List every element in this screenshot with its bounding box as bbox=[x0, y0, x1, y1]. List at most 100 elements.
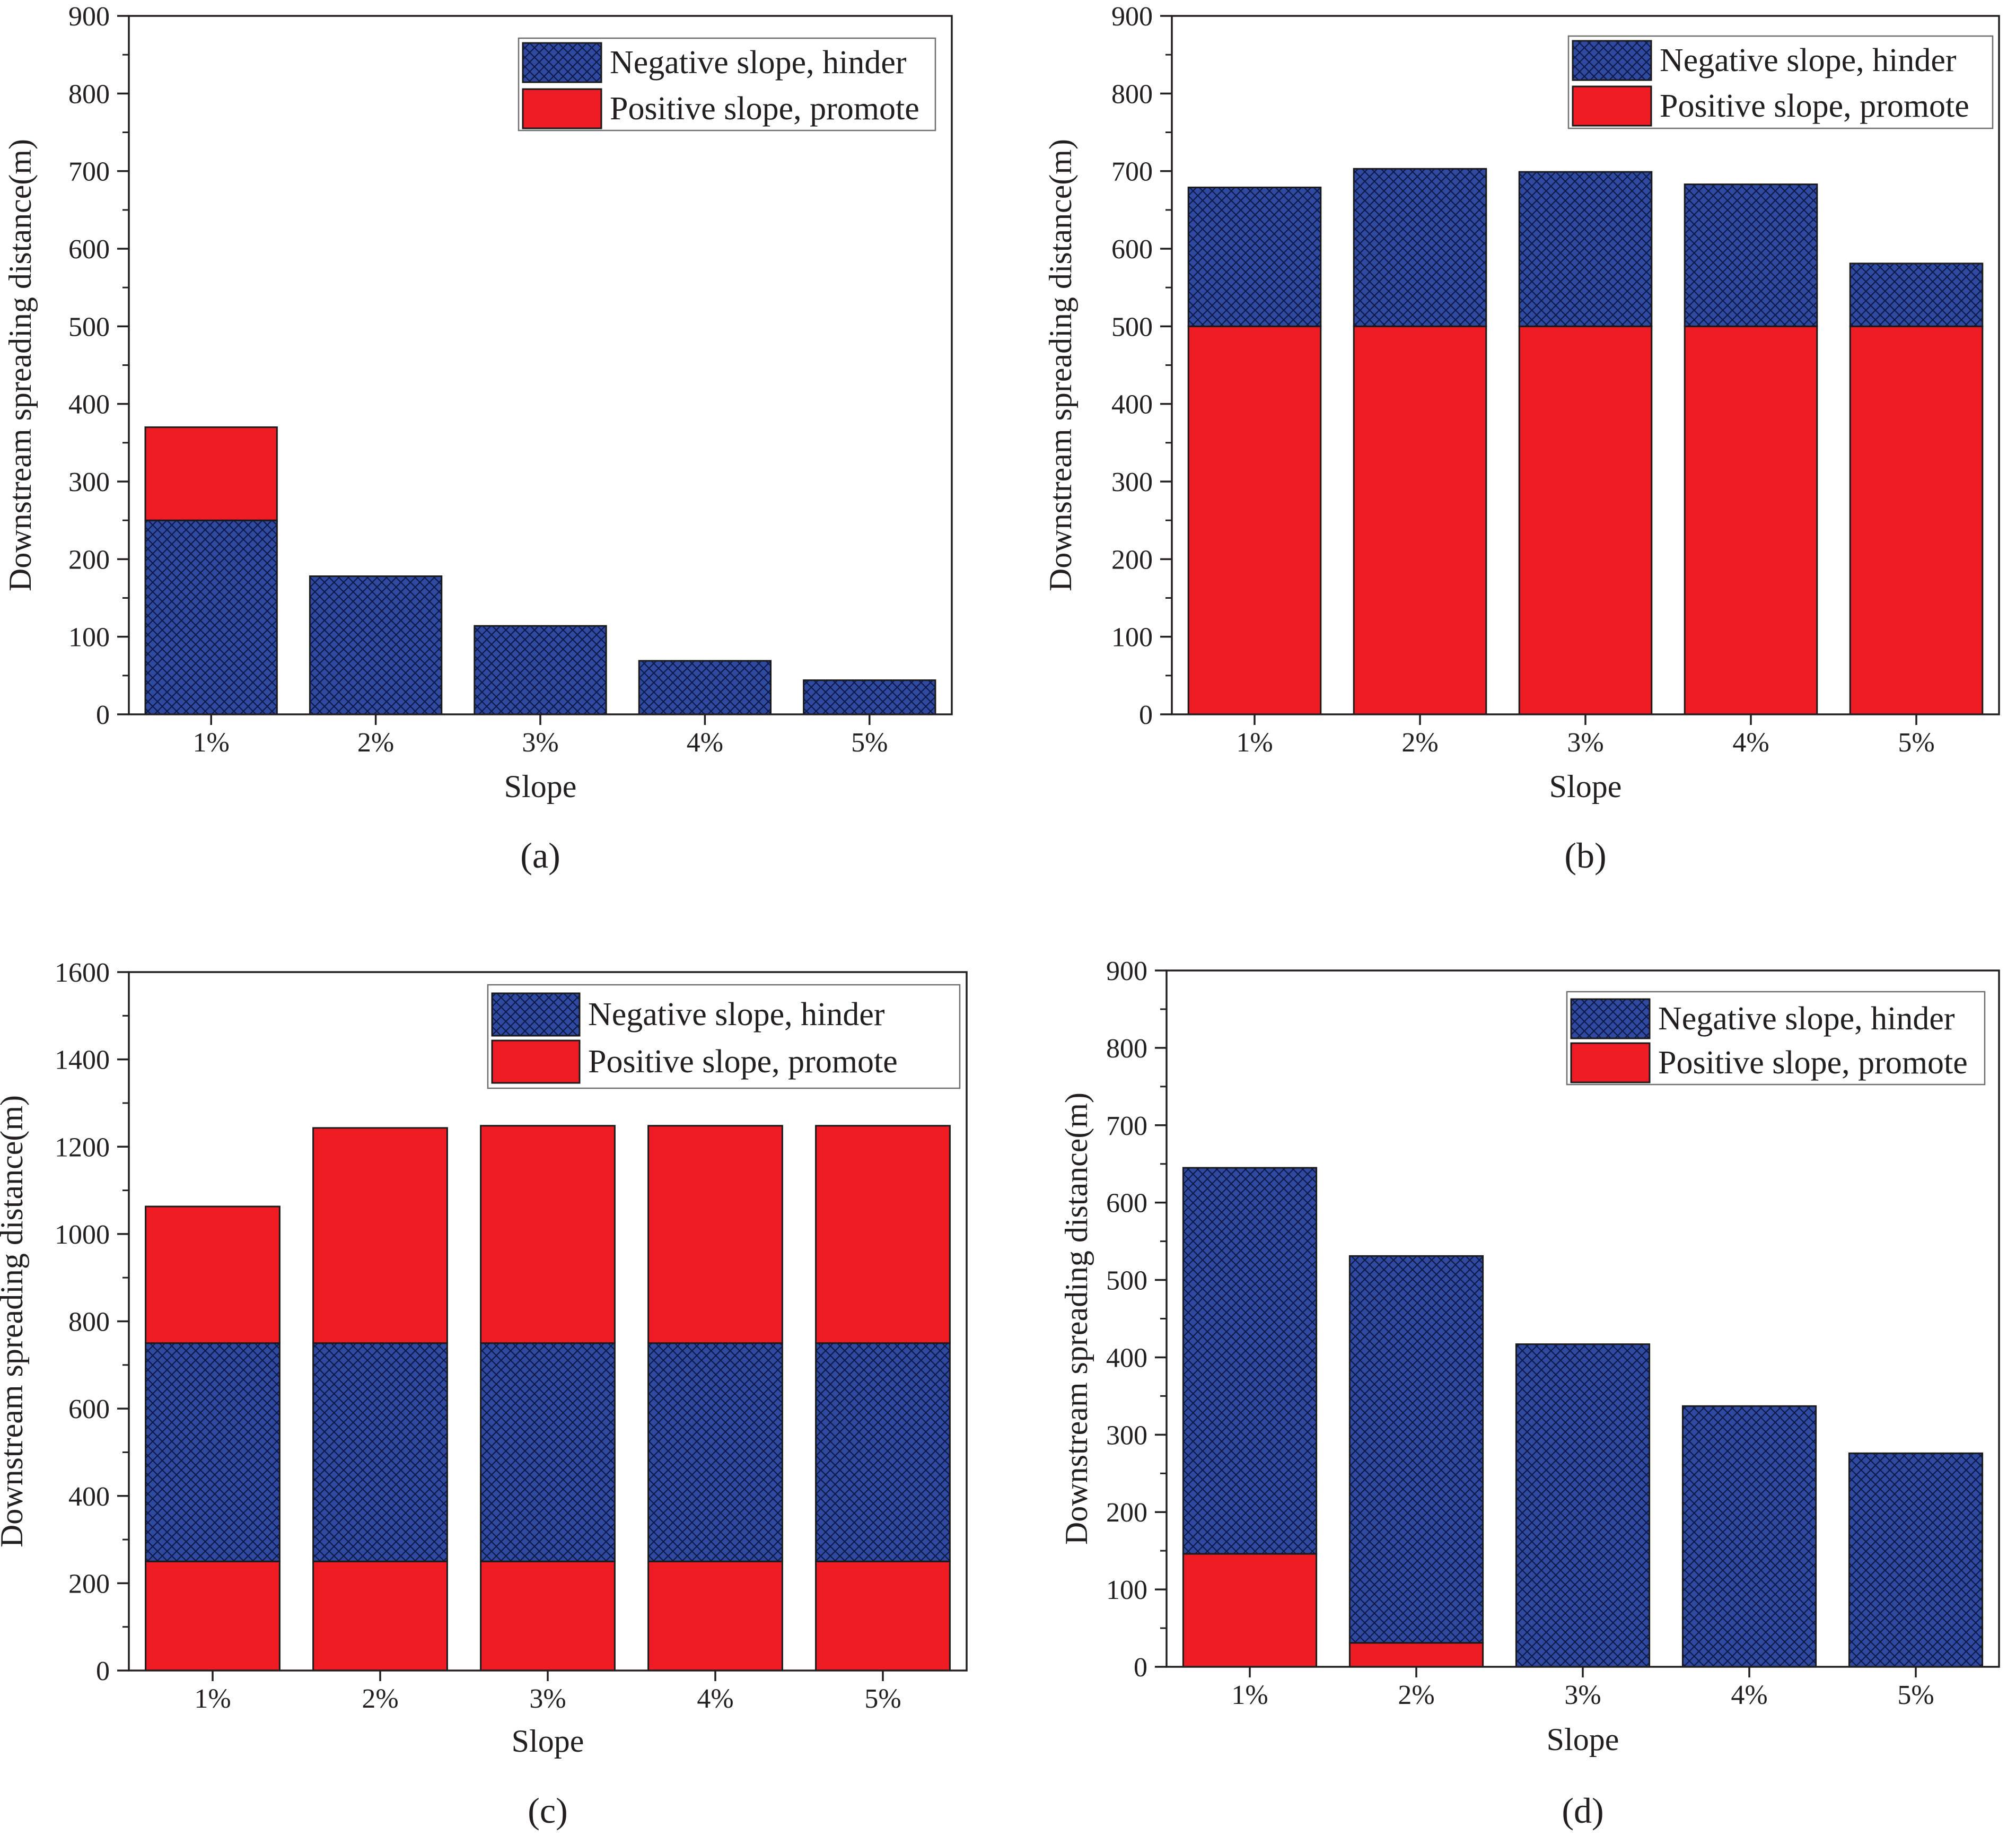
bar-segment-negative bbox=[1681, 1405, 1817, 1668]
bar-segment-positive bbox=[1518, 325, 1653, 715]
y-tick-label: 200 bbox=[68, 545, 110, 575]
x-tick-label: 2% bbox=[1401, 728, 1438, 758]
x-axis-title: Slope bbox=[1549, 769, 1622, 804]
y-tick-label: 800 bbox=[1111, 79, 1153, 109]
bar-segment-negative bbox=[145, 1342, 281, 1562]
y-axis-title: Downstream spreading distance(m) bbox=[1043, 139, 1078, 591]
bar-segment-negative bbox=[1515, 1343, 1651, 1668]
y-tick-label: 400 bbox=[68, 1482, 110, 1512]
bar-segment-negative bbox=[638, 660, 772, 715]
bar-segment-negative bbox=[647, 1342, 783, 1562]
x-tick-label: 5% bbox=[864, 1684, 901, 1714]
y-tick-label: 700 bbox=[1111, 157, 1153, 187]
y-tick-label: 200 bbox=[1111, 545, 1153, 575]
x-tick-label: 5% bbox=[1897, 1680, 1934, 1710]
legend-swatch-positive bbox=[491, 1039, 581, 1084]
panel-label: (d) bbox=[1562, 1790, 1603, 1831]
y-tick-label: 700 bbox=[1106, 1111, 1147, 1141]
legend: Negative slope, hinder Positive slope, pr… bbox=[1566, 991, 1986, 1086]
x-tick-label: 1% bbox=[1236, 728, 1273, 758]
legend-swatch-positive bbox=[1572, 85, 1652, 127]
bar-segment-negative bbox=[1848, 1452, 1984, 1668]
legend-label-positive: Positive slope, promote bbox=[588, 1044, 898, 1080]
bar-segment-negative bbox=[312, 1342, 448, 1562]
y-tick-label: 1400 bbox=[55, 1045, 110, 1075]
y-tick-label: 600 bbox=[1111, 234, 1153, 265]
bar-segment-positive bbox=[815, 1125, 951, 1344]
bar-segment-positive bbox=[145, 1205, 281, 1344]
bar-segment-positive bbox=[145, 1560, 281, 1672]
bar-segment-negative bbox=[1353, 168, 1487, 327]
chart-panel-c: 0 200 400 600 800 1000 1200 1400 1600 1% 2% 3% 4% 5% S… bbox=[0, 958, 968, 1831]
chart-panel-d: 0 100 200 300 400 500 600 700 800 900 1% 2% 3% 4% 5% Sl… bbox=[1059, 956, 2000, 1831]
y-axis-title: Downstream spreading distance(m) bbox=[1059, 1092, 1094, 1545]
x-tick-label: 4% bbox=[1732, 728, 1769, 758]
bar-segment-negative bbox=[1518, 171, 1653, 327]
bar-segment-negative bbox=[1684, 183, 1818, 327]
y-tick-label: 100 bbox=[1106, 1575, 1147, 1605]
y-tick-label: 400 bbox=[68, 390, 110, 420]
x-axis-title: Slope bbox=[512, 1724, 584, 1759]
bar-segment-positive bbox=[1684, 325, 1818, 715]
bar-segment-negative bbox=[803, 679, 936, 715]
y-tick-label: 300 bbox=[68, 467, 110, 497]
bar-segment-positive bbox=[1849, 325, 1984, 715]
x-tick-label: 3% bbox=[1564, 1680, 1601, 1710]
y-tick-label: 300 bbox=[1106, 1420, 1147, 1450]
y-tick-label: 0 bbox=[1134, 1652, 1147, 1683]
bar-segment-positive bbox=[647, 1125, 783, 1344]
y-tick-label: 800 bbox=[68, 1307, 110, 1337]
legend-label-negative: Negative slope, hinder bbox=[610, 45, 907, 81]
bar-segment-positive bbox=[1182, 1553, 1318, 1668]
legend-label-negative: Negative slope, hinder bbox=[1660, 42, 1957, 78]
y-tick-label: 400 bbox=[1106, 1343, 1147, 1373]
legend-swatch-negative bbox=[522, 42, 602, 83]
x-tick-label: 1% bbox=[1231, 1680, 1268, 1710]
bar-segment-positive bbox=[480, 1560, 616, 1672]
x-tick-label: 2% bbox=[1398, 1680, 1434, 1710]
x-tick-label: 5% bbox=[851, 728, 888, 758]
y-tick-label: 0 bbox=[96, 1656, 110, 1686]
x-tick-label: 3% bbox=[1567, 728, 1603, 758]
x-tick-label: 4% bbox=[1731, 1680, 1767, 1710]
y-tick-label: 0 bbox=[96, 700, 110, 730]
bar-segment-negative bbox=[1849, 263, 1984, 327]
panel-label: (c) bbox=[528, 1790, 567, 1831]
x-tick-label: 4% bbox=[687, 728, 723, 758]
y-tick-label: 100 bbox=[68, 623, 110, 653]
y-tick-label: 800 bbox=[68, 79, 110, 109]
y-tick-label: 1200 bbox=[55, 1132, 110, 1162]
y-tick-label: 900 bbox=[1111, 2, 1153, 32]
y-tick-label: 400 bbox=[1111, 390, 1153, 420]
bar-segment-positive bbox=[144, 426, 278, 521]
bar-segment-negative bbox=[480, 1342, 616, 1562]
y-axis-title: Downstream spreading distance(m) bbox=[0, 1095, 29, 1547]
panel-label: (a) bbox=[520, 835, 560, 876]
y-tick-label: 200 bbox=[68, 1569, 110, 1599]
y-tick-label: 900 bbox=[68, 2, 110, 32]
chart-panel-a: 0 100 200 300 400 500 600 700 800 900 1% 2% 3% 4% 5% Sl… bbox=[3, 2, 953, 876]
x-axis-title: Slope bbox=[504, 769, 577, 804]
y-tick-label: 1600 bbox=[55, 958, 110, 988]
legend-swatch-negative bbox=[1572, 40, 1652, 81]
legend-label-positive: Positive slope, promote bbox=[1658, 1045, 1968, 1081]
y-tick-label: 300 bbox=[1111, 467, 1153, 497]
y-tick-label: 500 bbox=[1106, 1266, 1147, 1296]
y-tick-label: 900 bbox=[1106, 956, 1147, 986]
legend-swatch-positive bbox=[1570, 1042, 1651, 1083]
legend-label-positive: Positive slope, promote bbox=[1660, 88, 1969, 124]
y-tick-label: 0 bbox=[1139, 700, 1153, 730]
bar-segment-positive bbox=[312, 1560, 448, 1672]
bar-segment-positive bbox=[480, 1125, 616, 1344]
legend-label-negative: Negative slope, hinder bbox=[588, 996, 885, 1033]
bar-segment-negative bbox=[309, 575, 443, 715]
legend: Negative slope, hinder Positive slope, pr… bbox=[518, 37, 936, 132]
legend-label-positive: Positive slope, promote bbox=[610, 91, 919, 127]
legend-swatch-negative bbox=[1570, 998, 1651, 1039]
x-tick-label: 2% bbox=[362, 1684, 398, 1714]
bar-segment-negative bbox=[474, 625, 607, 715]
y-tick-label: 600 bbox=[68, 234, 110, 265]
x-tick-label: 5% bbox=[1898, 728, 1934, 758]
x-tick-label: 4% bbox=[697, 1684, 733, 1714]
